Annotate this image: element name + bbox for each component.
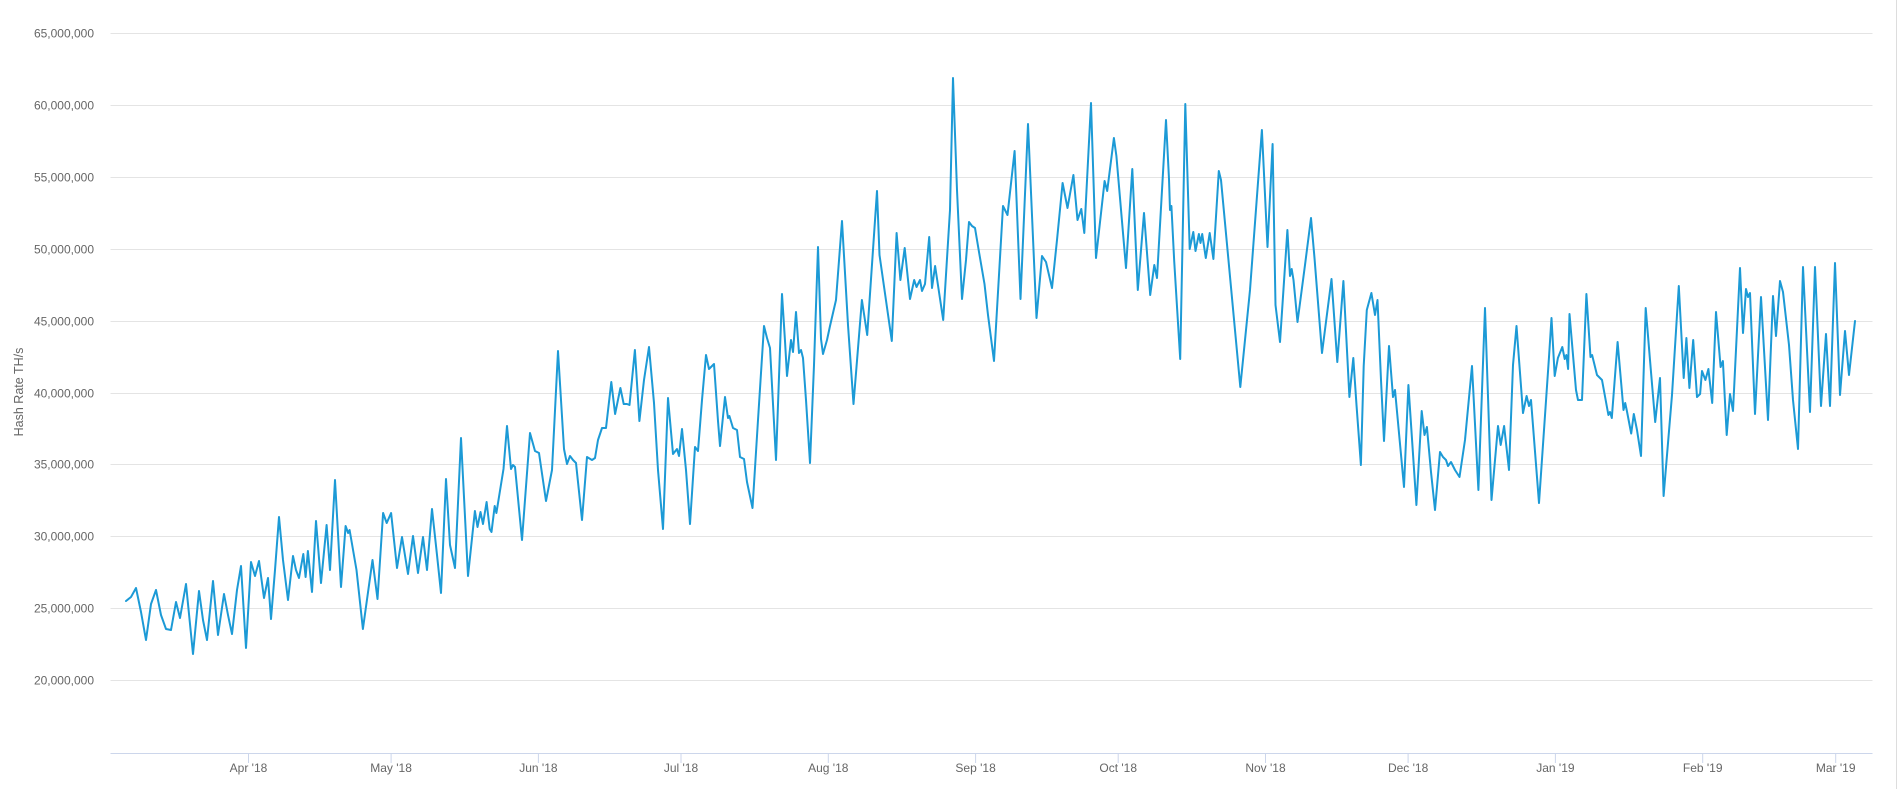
svg-text:Dec '18: Dec '18 [1388,761,1429,775]
svg-text:65,000,000: 65,000,000 [34,27,94,41]
svg-text:Jun '18: Jun '18 [519,761,558,775]
svg-text:45,000,000: 45,000,000 [34,315,94,329]
svg-text:Jan '19: Jan '19 [1536,761,1575,775]
svg-text:55,000,000: 55,000,000 [34,171,94,185]
svg-text:Nov '18: Nov '18 [1245,761,1286,775]
svg-text:Mar '19: Mar '19 [1816,761,1856,775]
svg-text:Feb '19: Feb '19 [1683,761,1723,775]
svg-text:Sep '18: Sep '18 [955,761,996,775]
svg-text:Jul '18: Jul '18 [664,761,699,775]
svg-text:50,000,000: 50,000,000 [34,243,94,257]
svg-text:Aug '18: Aug '18 [808,761,849,775]
svg-text:35,000,000: 35,000,000 [34,458,94,472]
svg-text:Hash Rate TH/s: Hash Rate TH/s [12,348,26,437]
svg-text:20,000,000: 20,000,000 [34,674,94,688]
svg-text:25,000,000: 25,000,000 [34,602,94,616]
svg-text:30,000,000: 30,000,000 [34,530,94,544]
svg-text:40,000,000: 40,000,000 [34,387,94,401]
svg-text:Apr '18: Apr '18 [230,761,268,775]
svg-text:Oct '18: Oct '18 [1099,761,1137,775]
svg-text:60,000,000: 60,000,000 [34,99,94,113]
svg-text:May '18: May '18 [370,761,412,775]
